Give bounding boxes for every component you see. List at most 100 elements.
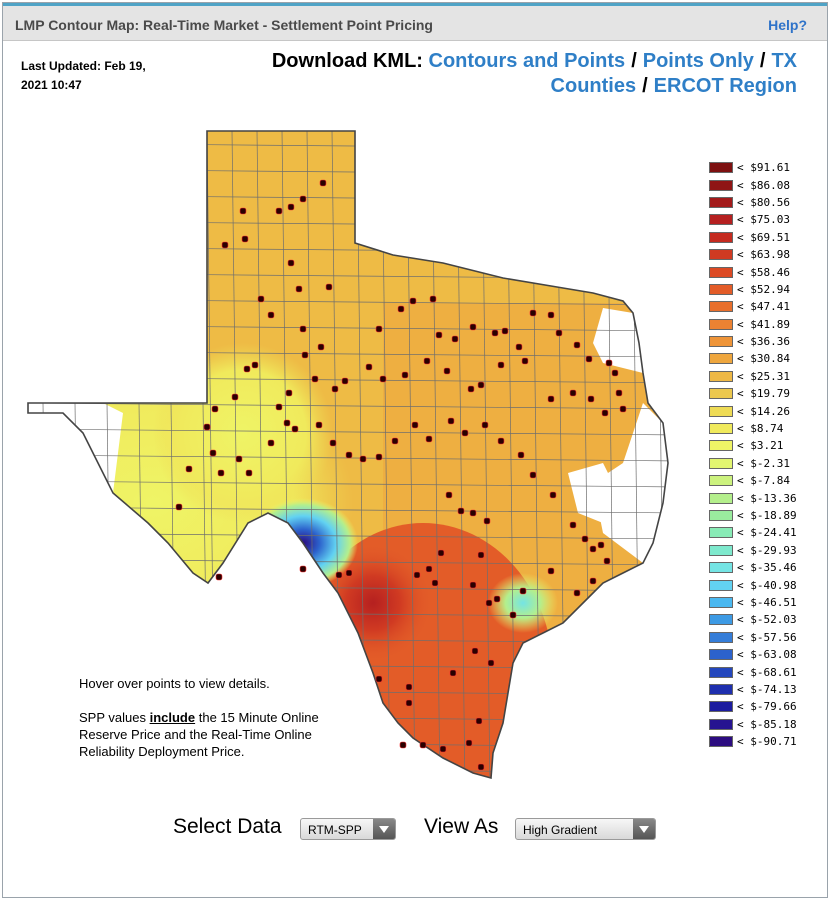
settlement-point-marker[interactable] xyxy=(397,305,405,313)
settlement-point-marker[interactable] xyxy=(485,599,493,607)
settlement-point-marker[interactable] xyxy=(257,295,265,303)
settlement-point-marker[interactable] xyxy=(585,355,593,363)
settlement-point-marker[interactable] xyxy=(601,409,609,417)
settlement-point-marker[interactable] xyxy=(501,327,509,335)
settlement-point-marker[interactable] xyxy=(445,491,453,499)
settlement-point-marker[interactable] xyxy=(185,465,193,473)
settlement-point-marker[interactable] xyxy=(209,449,217,457)
settlement-point-marker[interactable] xyxy=(547,567,555,575)
settlement-point-marker[interactable] xyxy=(589,577,597,585)
settlement-point-marker[interactable] xyxy=(547,311,555,319)
settlement-point-marker[interactable] xyxy=(573,589,581,597)
settlement-point-marker[interactable] xyxy=(425,565,433,573)
settlement-point-marker[interactable] xyxy=(493,595,501,603)
settlement-point-marker[interactable] xyxy=(467,385,475,393)
select-data-dropdown[interactable]: RTM-SPP xyxy=(300,818,396,840)
settlement-point-marker[interactable] xyxy=(431,579,439,587)
settlement-point-marker[interactable] xyxy=(399,741,407,749)
settlement-point-marker[interactable] xyxy=(517,451,525,459)
settlement-point-marker[interactable] xyxy=(345,569,353,577)
settlement-point-marker[interactable] xyxy=(175,503,183,511)
settlement-point-marker[interactable] xyxy=(547,395,555,403)
settlement-point-marker[interactable] xyxy=(581,535,589,543)
settlement-point-marker[interactable] xyxy=(405,683,413,691)
settlement-point-marker[interactable] xyxy=(287,203,295,211)
settlement-point-marker[interactable] xyxy=(569,389,577,397)
settlement-point-marker[interactable] xyxy=(461,429,469,437)
settlement-point-marker[interactable] xyxy=(359,455,367,463)
kml-link-tx-counties[interactable]: TX Counties xyxy=(550,50,797,97)
settlement-point-marker[interactable] xyxy=(521,357,529,365)
settlement-point-marker[interactable] xyxy=(603,557,611,565)
settlement-point-marker[interactable] xyxy=(275,207,283,215)
settlement-point-marker[interactable] xyxy=(597,541,605,549)
settlement-point-marker[interactable] xyxy=(419,741,427,749)
settlement-point-marker[interactable] xyxy=(239,207,247,215)
settlement-point-marker[interactable] xyxy=(375,453,383,461)
settlement-point-marker[interactable] xyxy=(235,455,243,463)
settlement-point-marker[interactable] xyxy=(515,343,523,351)
settlement-point-marker[interactable] xyxy=(497,361,505,369)
settlement-point-marker[interactable] xyxy=(291,425,299,433)
settlement-point-marker[interactable] xyxy=(451,335,459,343)
settlement-point-marker[interactable] xyxy=(477,551,485,559)
settlement-point-marker[interactable] xyxy=(437,549,445,557)
settlement-point-marker[interactable] xyxy=(365,363,373,371)
settlement-point-marker[interactable] xyxy=(413,571,421,579)
settlement-point-marker[interactable] xyxy=(471,647,479,655)
settlement-point-marker[interactable] xyxy=(331,385,339,393)
settlement-point-marker[interactable] xyxy=(245,469,253,477)
view-as-dropdown[interactable]: High Gradient xyxy=(515,818,656,840)
settlement-point-marker[interactable] xyxy=(405,699,413,707)
settlement-point-marker[interactable] xyxy=(605,359,613,367)
settlement-point-marker[interactable] xyxy=(529,471,537,479)
texas-lmp-contour-map[interactable] xyxy=(3,103,829,793)
settlement-point-marker[interactable] xyxy=(283,419,291,427)
settlement-point-marker[interactable] xyxy=(475,717,483,725)
settlement-point-marker[interactable] xyxy=(275,403,283,411)
settlement-point-marker[interactable] xyxy=(573,341,581,349)
settlement-point-marker[interactable] xyxy=(589,545,597,553)
settlement-point-marker[interactable] xyxy=(477,763,485,771)
settlement-point-marker[interactable] xyxy=(299,195,307,203)
help-link[interactable]: Help? xyxy=(768,17,807,33)
settlement-point-marker[interactable] xyxy=(391,437,399,445)
settlement-point-marker[interactable] xyxy=(299,565,307,573)
settlement-point-marker[interactable] xyxy=(423,357,431,365)
settlement-point-marker[interactable] xyxy=(317,343,325,351)
settlement-point-marker[interactable] xyxy=(319,179,327,187)
settlement-point-marker[interactable] xyxy=(411,421,419,429)
settlement-point-marker[interactable] xyxy=(529,309,537,317)
settlement-point-marker[interactable] xyxy=(231,393,239,401)
settlement-point-marker[interactable] xyxy=(325,283,333,291)
kml-link-ercot-region[interactable]: ERCOT Region xyxy=(653,75,797,97)
settlement-point-marker[interactable] xyxy=(329,439,337,447)
settlement-point-marker[interactable] xyxy=(425,435,433,443)
settlement-point-marker[interactable] xyxy=(619,405,627,413)
settlement-point-marker[interactable] xyxy=(611,369,619,377)
settlement-point-marker[interactable] xyxy=(555,329,563,337)
settlement-point-marker[interactable] xyxy=(409,297,417,305)
settlement-point-marker[interactable] xyxy=(285,389,293,397)
settlement-point-marker[interactable] xyxy=(311,375,319,383)
settlement-point-marker[interactable] xyxy=(447,417,455,425)
settlement-point-marker[interactable] xyxy=(465,739,473,747)
settlement-points[interactable] xyxy=(175,179,627,771)
settlement-point-marker[interactable] xyxy=(301,351,309,359)
settlement-point-marker[interactable] xyxy=(267,439,275,447)
settlement-point-marker[interactable] xyxy=(341,377,349,385)
settlement-point-marker[interactable] xyxy=(549,491,557,499)
settlement-point-marker[interactable] xyxy=(457,507,465,515)
settlement-point-marker[interactable] xyxy=(211,405,219,413)
settlement-point-marker[interactable] xyxy=(497,437,505,445)
settlement-point-marker[interactable] xyxy=(615,389,623,397)
settlement-point-marker[interactable] xyxy=(241,235,249,243)
settlement-point-marker[interactable] xyxy=(429,295,437,303)
settlement-point-marker[interactable] xyxy=(477,381,485,389)
settlement-point-marker[interactable] xyxy=(267,311,275,319)
settlement-point-marker[interactable] xyxy=(443,367,451,375)
settlement-point-marker[interactable] xyxy=(243,365,251,373)
settlement-point-marker[interactable] xyxy=(569,521,577,529)
settlement-point-marker[interactable] xyxy=(469,581,477,589)
settlement-point-marker[interactable] xyxy=(509,611,517,619)
